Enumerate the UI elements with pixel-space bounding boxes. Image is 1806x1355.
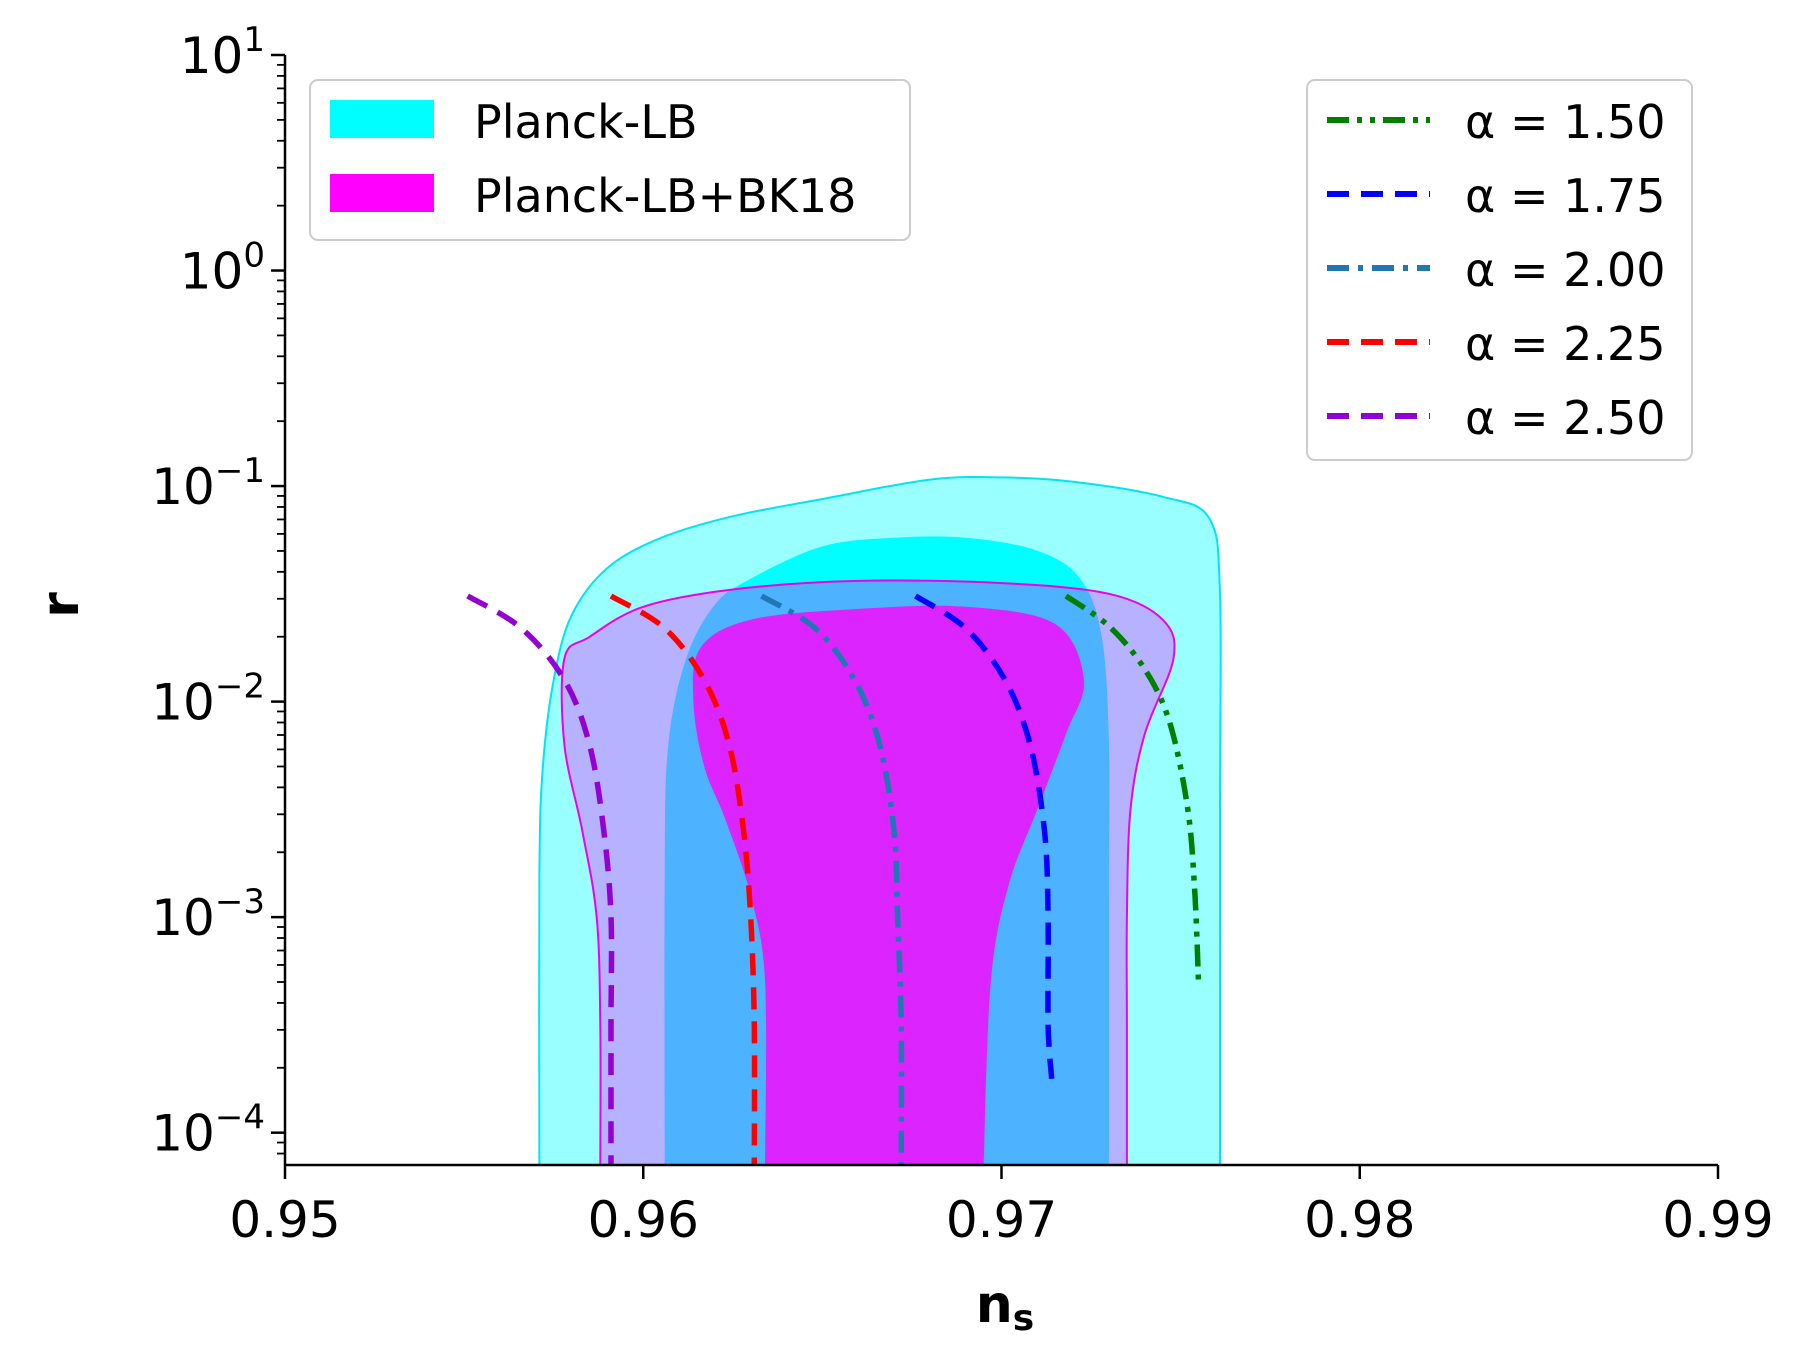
series-line-alpha-1.50 [1064,593,1202,982]
legend-frame [309,79,911,241]
legend-swatch [330,100,434,138]
y-axis-label: r [31,592,91,618]
legend-label: α = 2.25 [1465,317,1666,371]
x-tick-label: 0.96 [588,1191,699,1249]
y-tick-label: 10−1 [151,451,265,516]
legend-label: Planck-LB [474,95,698,149]
x-tick-label: 0.97 [946,1191,1057,1249]
axis-labels: ns r [31,592,1034,1339]
series-line-alpha-2.50 [466,593,615,1165]
x-axis-label: ns [976,1275,1034,1339]
y-tick-label: 10−4 [151,1098,265,1163]
series-line-alpha-2.00 [760,593,905,1165]
x-tick-label: 0.99 [1662,1191,1773,1249]
legend-frame [1306,79,1693,461]
confidence-regions [538,476,1222,1165]
y-tick-label: 100 [180,236,265,301]
x-tick-label: 0.98 [1304,1191,1415,1249]
y-tick-label: 101 [180,20,265,85]
legend-label: Planck-LB+BK18 [474,169,856,223]
y-tick-label: 10−3 [151,882,265,947]
series-line-alpha-2.25 [609,593,758,1165]
x-tick-label: 0.95 [229,1191,340,1249]
series-line-alpha-1.75 [914,593,1055,1079]
legend-label: α = 2.50 [1465,391,1666,445]
y-tick-label: 10−2 [151,667,265,732]
legend-label: α = 2.00 [1465,243,1666,297]
legend-swatch [330,174,434,212]
region-4 [692,605,1085,1165]
legend-datasets: Planck-LB Planck-LB+BK18 [309,79,911,241]
legend-models: α = 1.50 α = 1.75 α = 2.00 α = 2.25 α = 2.50 [1306,79,1693,461]
axes: 0.95 0.96 0.97 0.98 0.99 101 100 10−1 10−2 10−3 10… [151,20,1773,1249]
legend-label: α = 1.50 [1465,95,1666,149]
legend-label: α = 1.75 [1465,169,1666,223]
model-curves [466,593,1202,1165]
